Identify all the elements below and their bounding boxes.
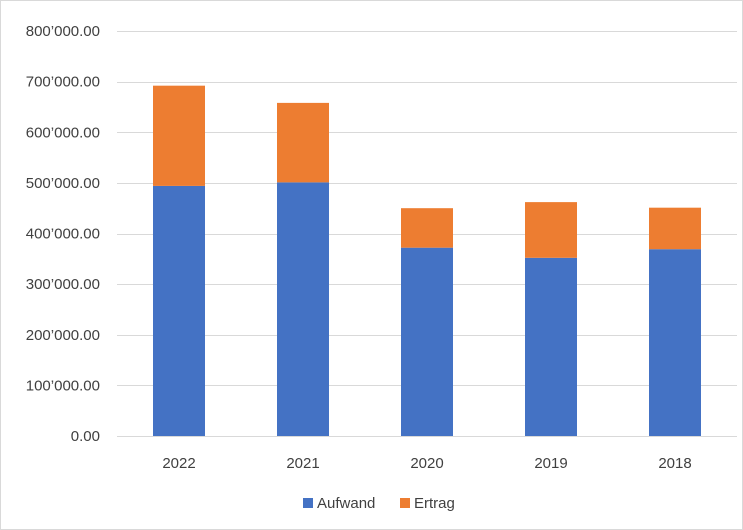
bars <box>153 85 701 436</box>
y-tick-label: 800’000.00 <box>26 23 100 40</box>
x-tick-label: 2018 <box>658 455 691 472</box>
y-tick-label: 400’000.00 <box>26 226 100 243</box>
y-tick-label: 500’000.00 <box>26 175 100 192</box>
gridlines <box>117 31 737 437</box>
legend-label-ertrag: Ertrag <box>414 495 455 512</box>
legend-swatch-ertrag <box>400 498 410 508</box>
bar-ertrag-2020 <box>401 208 453 248</box>
legend: Aufwand Ertrag <box>303 495 455 512</box>
y-tick-label: 0.00 <box>71 428 100 445</box>
bar-ertrag-2021 <box>277 102 329 183</box>
bar-aufwand-2018 <box>649 249 701 436</box>
y-tick-label: 700’000.00 <box>26 74 100 91</box>
bar-aufwand-2022 <box>153 185 205 436</box>
bar-aufwand-2020 <box>401 247 453 436</box>
bar-ertrag-2019 <box>525 202 577 258</box>
bar-ertrag-2018 <box>649 207 701 250</box>
x-tick-label: 2020 <box>410 455 443 472</box>
legend-label-aufwand: Aufwand <box>317 495 375 512</box>
bar-aufwand-2021 <box>277 182 329 436</box>
y-tick-label: 300’000.00 <box>26 276 100 293</box>
x-tick-label: 2022 <box>162 455 195 472</box>
legend-swatch-aufwand <box>303 498 313 508</box>
y-tick-label: 100’000.00 <box>26 377 100 394</box>
bar-aufwand-2019 <box>525 257 577 436</box>
bar-ertrag-2022 <box>153 85 205 186</box>
y-axis-tick-labels: 0.00 100’000.00 200’000.00 300’000.00 400’00… <box>26 23 100 445</box>
x-axis-tick-labels: 2022 2021 2020 2019 2018 <box>162 455 691 472</box>
y-tick-label: 200’000.00 <box>26 327 100 344</box>
x-tick-label: 2019 <box>534 455 567 472</box>
x-tick-label: 2021 <box>286 455 319 472</box>
y-tick-label: 600’000.00 <box>26 124 100 141</box>
